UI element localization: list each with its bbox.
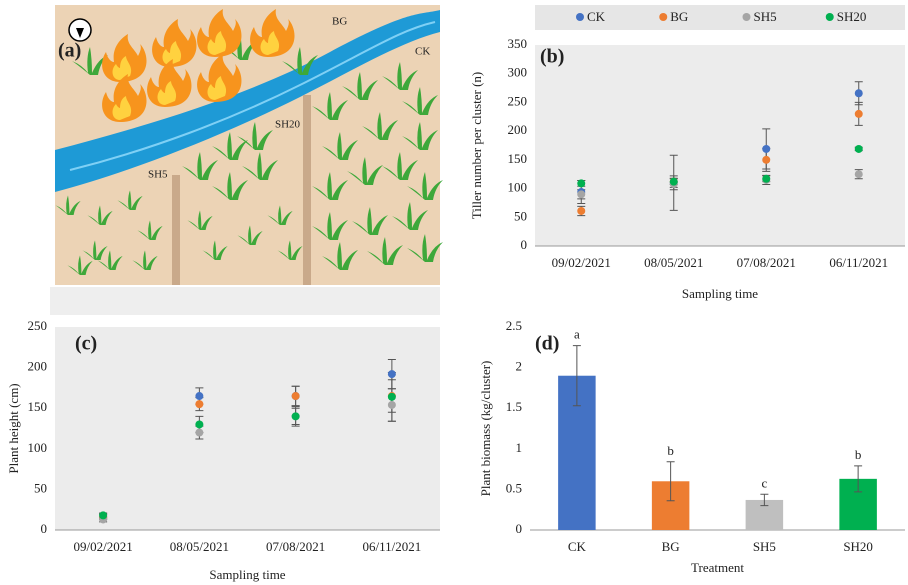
legend-label: SH5 [754,9,777,24]
significance-label: a [574,327,580,342]
plot-area [535,45,905,246]
zone-label: CK [415,46,430,58]
y-tick-label: 100 [28,440,48,455]
legend-label: SH20 [837,9,867,24]
panel-label: (d) [535,333,559,355]
data-point [577,207,585,215]
y-tick-label: 50 [514,208,527,223]
y-tick-label: 200 [508,122,528,137]
y-tick-label: 0 [521,237,528,252]
y-tick-label: 1 [516,440,523,455]
y-tick-label: 250 [508,93,528,108]
x-tick-label: SH20 [843,539,873,554]
y-tick-label: 0 [516,521,523,536]
zone-label: SH5 [148,169,168,181]
panel-label: (a) [58,40,81,62]
x-tick-label: CK [568,539,587,554]
legend-label: CK [587,9,606,24]
x-axis-label: Sampling time [209,567,285,582]
x-tick-label: 08/05/2021 [170,539,229,554]
data-point [195,429,203,437]
panel-label: (c) [75,333,97,355]
x-tick-label: 07/08/2021 [266,539,325,554]
zone-label: SH20 [275,119,301,131]
data-point [388,370,396,378]
y-axis-label: Plant height (cm) [6,383,21,473]
y-tick-label: 250 [28,318,48,333]
data-point [292,412,300,420]
x-tick-label: 06/11/2021 [363,539,422,554]
data-point [670,178,678,186]
y-tick-label: 0 [41,521,48,536]
y-tick-label: 200 [28,359,48,374]
significance-label: c [761,475,767,490]
x-axis-label: Sampling time [682,286,758,301]
y-axis-label: Tiller number per cluster (n) [469,72,484,220]
y-tick-label: 0.5 [506,480,522,495]
illustration: (a) BG CK SH20 SH5 [50,5,443,315]
y-tick-label: 350 [508,36,528,51]
legend-marker [576,13,584,21]
data-point [388,401,396,409]
data-point [855,145,863,153]
data-point [762,175,770,183]
data-point [855,170,863,178]
x-axis-label: Treatment [691,560,744,575]
legend-marker [659,13,667,21]
x-tick-label: 09/02/2021 [74,539,133,554]
y-axis-label: Plant biomass (kg/cluster) [478,361,493,497]
y-tick-label: 2 [516,359,523,374]
data-point [855,110,863,118]
data-point [195,420,203,428]
zone-label: BG [332,16,347,28]
x-tick-label: SH5 [753,539,776,554]
x-tick-label: 08/05/2021 [644,255,703,270]
blank-box [50,287,440,315]
divider [172,175,180,285]
y-tick-label: 50 [34,480,47,495]
y-tick-label: 100 [508,180,528,195]
x-tick-label: 07/08/2021 [737,255,796,270]
significance-label: b [855,447,862,462]
significance-label: b [667,443,674,458]
data-point [195,400,203,408]
x-tick-label: 09/02/2021 [552,255,611,270]
data-point [577,190,585,198]
x-tick-label: 06/11/2021 [829,255,888,270]
divider [303,95,311,285]
y-tick-label: 2.5 [506,318,522,333]
legend-marker [743,13,751,21]
figure: (a) BG CK SH20 SH5 (b) Tiller number per … [0,0,908,585]
data-point [762,156,770,164]
y-tick-label: 150 [28,399,48,414]
data-point [577,179,585,187]
data-point [855,89,863,97]
data-point [762,145,770,153]
y-tick-label: 1.5 [506,399,522,414]
data-point [292,392,300,400]
legend-marker [826,13,834,21]
plot-area [55,327,440,530]
panel-label: (b) [540,46,564,68]
data-point [388,393,396,401]
y-tick-label: 300 [508,65,528,80]
legend-label: BG [670,9,688,24]
data-point [195,392,203,400]
y-tick-label: 150 [508,151,528,166]
data-point [99,511,107,519]
x-tick-label: BG [662,539,680,554]
